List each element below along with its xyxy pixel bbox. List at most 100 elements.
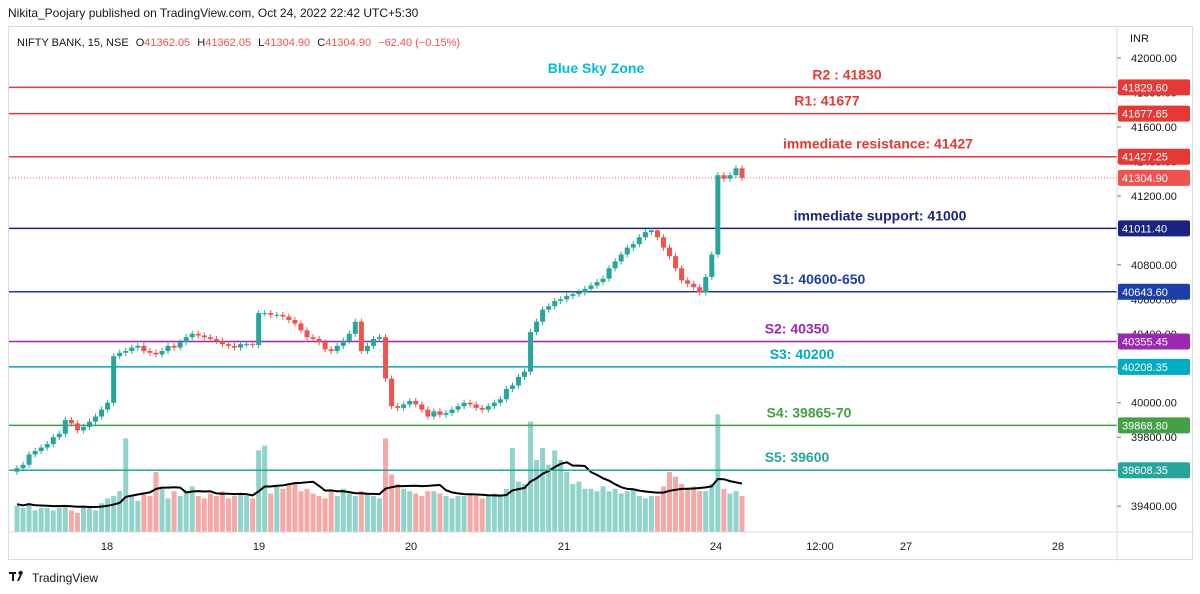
volume-bar [497, 496, 503, 532]
volume-bar [38, 508, 44, 532]
volume-bar [340, 488, 346, 532]
candle-body [485, 406, 491, 410]
open-label: O [136, 37, 145, 49]
volume-bar [201, 498, 207, 532]
candle-body [528, 332, 534, 372]
candle-body [377, 337, 382, 339]
y-tick-label: 40800.00 [1131, 260, 1177, 272]
y-tick-label: 40000.00 [1131, 398, 1177, 410]
x-tick-label: 18 [101, 541, 113, 553]
symbol-name: NIFTY BANK, 15, NSE [17, 37, 129, 49]
price-label-ims: 41011.40 [1122, 223, 1167, 235]
candle-body [588, 285, 594, 289]
x-tick-label: 28 [1052, 541, 1064, 553]
volume-bar [346, 493, 352, 532]
candle-body [642, 232, 648, 238]
candle-body [606, 268, 612, 279]
candle-body [340, 340, 346, 346]
volume-bar [68, 510, 74, 532]
candle-body [437, 411, 443, 415]
volume-bar [334, 496, 340, 532]
candle-body [503, 388, 509, 400]
volume-bar [582, 488, 588, 532]
volume-bar [709, 484, 715, 532]
candle-body [576, 292, 582, 295]
volume-bar [310, 493, 316, 532]
candle-body [346, 333, 352, 341]
volume-bar [268, 493, 274, 532]
volume-bar [26, 503, 32, 532]
volume-bar [304, 488, 310, 532]
volume-bar [528, 421, 534, 532]
volume-bar [600, 486, 606, 532]
candle-body [491, 402, 497, 407]
volume-bar [660, 486, 666, 532]
candle-body [298, 323, 304, 331]
close-label: C [317, 37, 325, 49]
candle-body [232, 345, 237, 348]
chart-frame[interactable]: R2 : 41830 R1: 41677 immediate resistance:… [8, 26, 1194, 561]
volume-bar [87, 508, 92, 532]
candle-body [479, 407, 485, 410]
candle-body [473, 404, 479, 408]
candle-body [20, 464, 26, 469]
volume-bar [117, 491, 123, 532]
candle-body [461, 402, 467, 407]
chart-canvas[interactable]: R2 : 41830 R1: 41677 immediate resistance:… [9, 27, 1194, 561]
volume-bar [624, 491, 630, 532]
volume-bars [14, 414, 745, 532]
level-annotation-r1: R1: 41677 [794, 93, 860, 109]
x-tick-label: 21 [558, 541, 570, 553]
candle-body [721, 175, 727, 179]
volume-bar [654, 496, 660, 532]
last-price-label-bg [1118, 169, 1190, 186]
volume-bar [99, 503, 105, 532]
candle-body [358, 321, 364, 352]
candle-body [443, 413, 449, 415]
volume-bar [165, 498, 171, 532]
volume-bar [292, 484, 298, 532]
volume-bar [195, 496, 201, 532]
volume-bar [298, 491, 304, 532]
candle-body [407, 401, 413, 405]
high-value: 41362.05 [205, 37, 251, 49]
level-annotation-s4: S4: 39865-70 [767, 404, 852, 420]
candle-body [213, 338, 219, 341]
candle-body [715, 175, 721, 255]
candle-body [238, 344, 244, 348]
candle-body [135, 345, 141, 348]
candle-body [352, 321, 358, 334]
price-label-s3: 40208.35 [1122, 362, 1168, 374]
candle-body [522, 371, 527, 377]
x-tick-label: 12:00 [806, 541, 834, 553]
candle-body [322, 342, 328, 350]
price-label-bg-s4 [1118, 417, 1190, 434]
volume-bar [44, 508, 50, 532]
candle-body [570, 294, 576, 296]
candle-body [310, 337, 316, 339]
volume-bar [189, 486, 195, 532]
price-label-bg-r2 [1118, 79, 1190, 96]
volume-bar [425, 491, 431, 532]
candle-body [594, 282, 600, 286]
candle-body [534, 321, 540, 333]
footer-brand: TradingView [32, 570, 99, 585]
volume-bar [485, 496, 491, 532]
volume-bar [552, 450, 558, 532]
zone-label: Blue Sky Zone [548, 60, 645, 76]
candle-body [177, 342, 183, 348]
volume-bar [364, 493, 370, 532]
volume-bar [606, 491, 612, 532]
candle-body [153, 352, 159, 355]
level-annotation-s1: S1: 40600-650 [773, 271, 866, 287]
y-tick-label: 39800.00 [1131, 432, 1177, 444]
candle-body [515, 376, 521, 386]
volume-bar [479, 498, 485, 532]
y-tick-label: 39400.00 [1131, 501, 1177, 513]
open-value: 41362.05 [144, 37, 190, 49]
candle-body [667, 247, 672, 257]
volume-bar [123, 438, 129, 532]
candle-body [727, 175, 733, 179]
last-price-label: 41304.90 [1122, 173, 1168, 185]
volume-bar [219, 491, 225, 532]
